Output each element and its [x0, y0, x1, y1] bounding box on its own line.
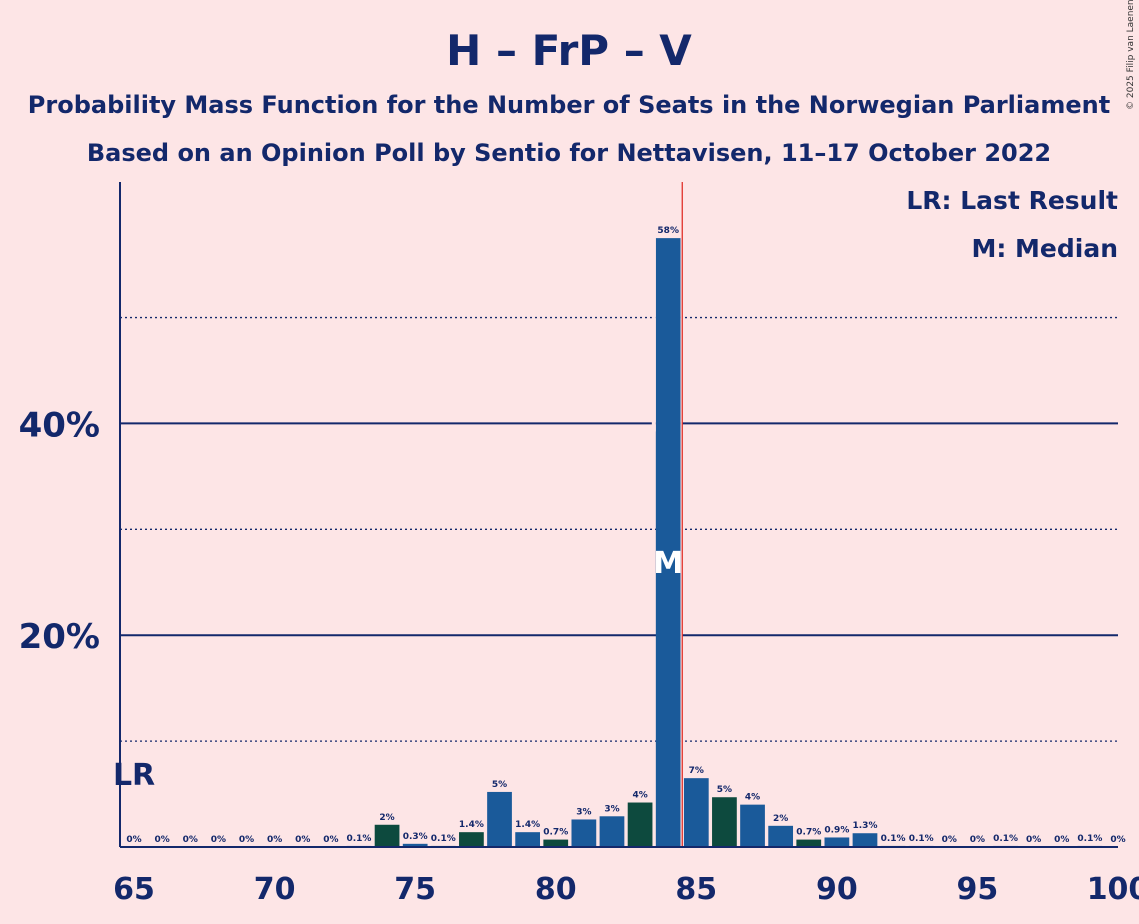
bar [740, 804, 765, 847]
bar [543, 839, 569, 847]
bar [796, 839, 822, 847]
bar [683, 778, 709, 847]
bar-label: 58% [657, 226, 679, 236]
bar [402, 843, 428, 847]
bar-label: 0.1% [1077, 834, 1102, 844]
bar [515, 832, 541, 847]
bar [655, 238, 681, 847]
bar-label: 0.7% [796, 828, 821, 838]
bar [459, 832, 484, 847]
bar-label: 0% [323, 835, 338, 845]
x-tick-label: 95 [957, 872, 999, 907]
bar [487, 791, 512, 847]
bar [374, 824, 400, 847]
axes: 20% 40% 65 70 75 80 85 90 95 100 LR [19, 182, 1139, 907]
bar-label: 0% [1026, 835, 1041, 845]
bar-label: 3% [576, 807, 591, 817]
x-tick-label: 90 [816, 872, 858, 907]
chart-subtitle-1: Probability Mass Function for the Number… [28, 91, 1110, 119]
bar [571, 819, 597, 847]
bar-label: 0.1% [431, 834, 456, 844]
bar-label: 0% [1110, 835, 1125, 845]
bar-label: 0% [267, 835, 282, 845]
bar-label: 0% [295, 835, 310, 845]
copyright-text: © 2025 Filip van Laenen [1126, 0, 1136, 110]
chart-subtitle-2: Based on an Opinion Poll by Sentio for N… [87, 139, 1051, 167]
bar-label: 0.7% [543, 828, 568, 838]
bar-labels: 0% 0% 0% 0% 0% 0% 0% 0% 0.1%2%0.3% 0.1%1.4%5%1.4%… [126, 226, 1125, 845]
y-tick-label: 40% [19, 405, 100, 445]
bar-label: 0% [126, 835, 141, 845]
bar-label: 0.1% [993, 834, 1018, 844]
bar-label: 1.3% [853, 821, 878, 831]
bar [627, 802, 653, 847]
bar-label: 0.9% [824, 825, 849, 835]
bar-label: 4% [745, 793, 760, 803]
bar-label: 1.4% [515, 820, 540, 830]
bar-label: 1.4% [459, 820, 484, 830]
bar-label: 4% [632, 791, 647, 801]
bar-label: 0% [239, 835, 254, 845]
median-bar-gap [680, 238, 683, 847]
bar [824, 837, 850, 847]
bar-label: 0.3% [403, 832, 428, 842]
bar-label: 0% [211, 835, 226, 845]
x-tick-label: 80 [535, 872, 577, 907]
bar [852, 833, 878, 847]
bar-label: 5% [717, 785, 732, 795]
bar-label: 0% [155, 835, 170, 845]
last-result-marker: LR [113, 758, 155, 793]
bar-label: 0.1% [909, 834, 934, 844]
bar-label: 0% [1054, 835, 1069, 845]
bar-label: 2% [773, 814, 788, 824]
x-tick-label: 100 [1087, 872, 1139, 907]
median-marker: M [653, 546, 683, 581]
bar [599, 816, 625, 847]
x-tick-label: 75 [394, 872, 436, 907]
median-bar-gap [651, 238, 656, 432]
bar-label: 3% [604, 804, 619, 814]
bars [346, 238, 1103, 847]
bar-label: 0% [183, 835, 198, 845]
bar-label: 0.1% [881, 834, 906, 844]
legend-last-result: LR: Last Result [906, 186, 1118, 215]
x-tick-label: 70 [254, 872, 296, 907]
bar [768, 825, 794, 847]
bar-label: 0% [942, 835, 957, 845]
x-tick-label: 65 [113, 872, 155, 907]
bar-label: 0% [970, 835, 985, 845]
bar-label: 7% [689, 766, 704, 776]
bar-label: 2% [379, 813, 394, 823]
bar-label: 5% [492, 780, 507, 790]
bar [712, 797, 737, 847]
x-tick-label: 85 [675, 872, 717, 907]
gridlines [120, 316, 1118, 742]
legend-median: M: Median [971, 234, 1118, 263]
bar-label: 0.1% [346, 834, 371, 844]
y-tick-label: 20% [19, 617, 100, 657]
chart-title: H – FrP – V [446, 26, 692, 75]
